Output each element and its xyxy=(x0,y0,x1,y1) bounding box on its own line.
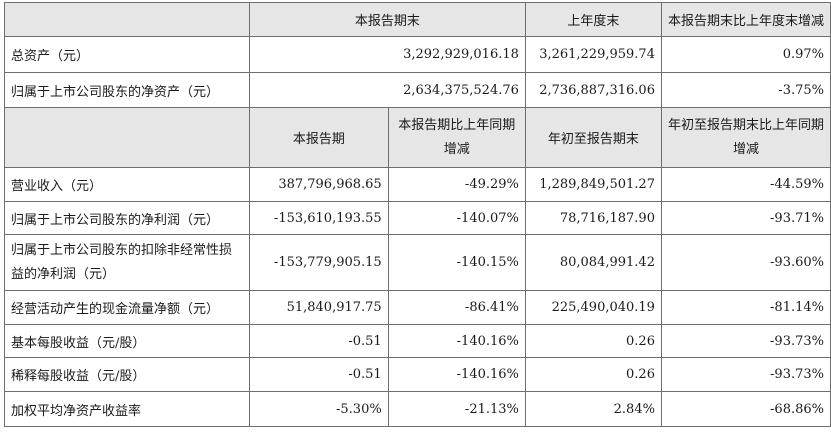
table-row: 经营活动产生的现金流量净额（元） 51,840,917.75 -86.41% 2… xyxy=(4,290,831,325)
value-cell: -140.15% xyxy=(387,234,526,291)
value-cell: -81.14% xyxy=(660,290,831,325)
header-row-1: 本报告期末 上年度末 本报告期末比上年度末增减 xyxy=(4,2,831,37)
value-cell: -0.51 xyxy=(248,357,389,392)
value-cell: 80,084,991.42 xyxy=(524,234,662,291)
value-cell: -49.29% xyxy=(387,167,526,202)
value-cell: -3.75% xyxy=(660,72,831,108)
row-label: 基本每股收益（元/股） xyxy=(4,324,250,358)
table-row: 归属于上市公司股东的扣除非经常性损益的净利润（元） -153,779,905.1… xyxy=(4,234,831,291)
value-cell: 0.97% xyxy=(660,36,831,73)
value-cell: 0.26 xyxy=(524,357,662,392)
header-blank-cell xyxy=(4,107,250,168)
row-label: 营业收入（元） xyxy=(4,167,250,202)
row-label: 归属于上市公司股东的净资产（元） xyxy=(4,72,250,108)
value-cell: -0.51 xyxy=(248,324,389,358)
row-label: 加权平均净资产收益率 xyxy=(4,391,250,427)
header-row-2: 本报告期 本报告期比上年同期增减 年初至报告期末 年初至报告期末比上年同期增减 xyxy=(4,107,831,168)
value-cell: 51,840,917.75 xyxy=(248,290,389,325)
value-cell: -140.07% xyxy=(387,201,526,235)
value-cell: 3,292,929,016.18 xyxy=(248,36,526,73)
value-cell: 2,634,375,524.76 xyxy=(248,72,526,108)
financial-summary-table: 本报告期末 上年度末 本报告期末比上年度末增减 总资产（元） 3,292,929… xyxy=(4,2,831,427)
value-cell: -93.73% xyxy=(660,357,831,392)
table-row: 总资产（元） 3,292,929,016.18 3,261,229,959.74… xyxy=(4,36,831,73)
header-current-period: 本报告期 xyxy=(248,107,389,168)
value-cell: -93.71% xyxy=(660,201,831,235)
header-blank-cell xyxy=(4,2,250,37)
table-row: 归属于上市公司股东的净利润（元） -153,610,193.55 -140.07… xyxy=(4,201,831,235)
value-cell: -5.30% xyxy=(248,391,389,427)
value-cell: -68.86% xyxy=(660,391,831,427)
value-cell: -153,779,905.15 xyxy=(248,234,389,291)
header-ytd-change: 年初至报告期末比上年同期增减 xyxy=(660,107,831,168)
row-label: 经营活动产生的现金流量净额（元） xyxy=(4,290,250,325)
header-change-vs-year-end: 本报告期末比上年度末增减 xyxy=(660,2,831,37)
row-label: 归属于上市公司股东的净利润（元） xyxy=(4,201,250,235)
value-cell: 225,490,040.19 xyxy=(524,290,662,325)
row-label: 稀释每股收益（元/股） xyxy=(4,357,250,392)
value-cell: -153,610,193.55 xyxy=(248,201,389,235)
value-cell: -140.16% xyxy=(387,357,526,392)
row-label: 总资产（元） xyxy=(4,36,250,73)
table-row: 归属于上市公司股东的净资产（元） 2,634,375,524.76 2,736,… xyxy=(4,72,831,108)
value-cell: 1,289,849,501.27 xyxy=(524,167,662,202)
table-row: 稀释每股收益（元/股） -0.51 -140.16% 0.26 -93.73% xyxy=(4,357,831,392)
header-current-period-change: 本报告期比上年同期增减 xyxy=(387,107,526,168)
value-cell: 78,716,187.90 xyxy=(524,201,662,235)
value-cell: -93.60% xyxy=(660,234,831,291)
value-cell: -21.13% xyxy=(387,391,526,427)
table-row: 加权平均净资产收益率 -5.30% -21.13% 2.84% -68.86% xyxy=(4,391,831,427)
value-cell: -86.41% xyxy=(387,290,526,325)
row-label: 归属于上市公司股东的扣除非经常性损益的净利润（元） xyxy=(4,234,250,291)
table-row: 基本每股收益（元/股） -0.51 -140.16% 0.26 -93.73% xyxy=(4,324,831,358)
value-cell: -44.59% xyxy=(660,167,831,202)
value-cell: 2,736,887,316.06 xyxy=(524,72,662,108)
value-cell: 3,261,229,959.74 xyxy=(524,36,662,73)
value-cell: 2.84% xyxy=(524,391,662,427)
value-cell: 0.26 xyxy=(524,324,662,358)
header-ytd: 年初至报告期末 xyxy=(524,107,662,168)
value-cell: -140.16% xyxy=(387,324,526,358)
header-period-end: 本报告期末 xyxy=(248,2,526,37)
value-cell: -93.73% xyxy=(660,324,831,358)
header-prior-year-end: 上年度末 xyxy=(524,2,662,37)
table-row: 营业收入（元） 387,796,968.65 -49.29% 1,289,849… xyxy=(4,167,831,202)
value-cell: 387,796,968.65 xyxy=(248,167,389,202)
